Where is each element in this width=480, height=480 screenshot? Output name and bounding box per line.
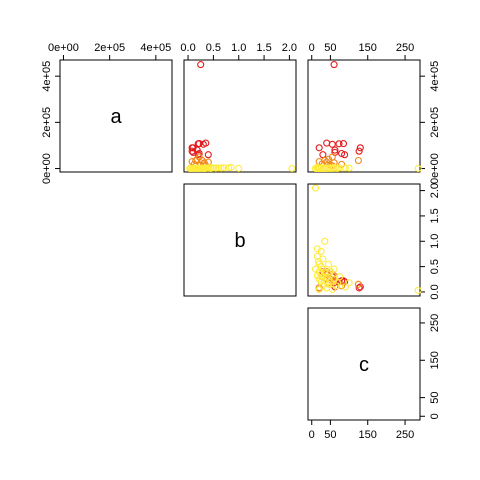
data-point-a-vs-b (192, 156, 200, 165)
data-point-a-vs-c (335, 140, 343, 148)
data-point-a-vs-c (345, 164, 353, 172)
tick-label-top-b: 1.0 (231, 42, 246, 54)
data-point-a-vs-b (217, 164, 225, 172)
tick-label-left-a: 2e+05 (41, 107, 53, 138)
tick-label-right-c: 150 (429, 351, 441, 369)
data-point-a-vs-b (225, 164, 233, 172)
tick-label-right-b: 2.0 (429, 183, 441, 198)
data-point-a-vs-c (341, 151, 349, 159)
tick-label-right-c: 50 (429, 391, 441, 403)
data-point-b-vs-c (321, 237, 329, 245)
data-point-a-vs-c (356, 144, 364, 152)
data-point-b-vs-c (354, 280, 362, 288)
tick-label-top-b: 1.5 (256, 42, 271, 54)
data-point-a-vs-c (315, 144, 323, 152)
data-point-a-vs-c (317, 164, 325, 172)
tick-label-bottom-c: 50 (324, 429, 336, 441)
data-point-b-vs-c (336, 273, 344, 281)
tick-label-right-b: 0.0 (429, 284, 441, 299)
data-point-a-vs-c (338, 160, 346, 168)
data-point-a-vs-b (186, 164, 194, 173)
data-point-a-vs-b (204, 151, 212, 159)
data-point-b-vs-c (332, 282, 340, 290)
tick-label-top-c: 150 (359, 42, 377, 54)
data-point-b-vs-c (328, 285, 336, 293)
tick-label-bottom-c: 250 (396, 429, 414, 441)
variable-label-b: b (234, 230, 245, 252)
data-point-a-vs-b (288, 164, 296, 173)
panel-a-vs-c (307, 59, 421, 173)
data-point-b-vs-c (317, 247, 325, 255)
data-point-a-vs-b (188, 158, 196, 166)
data-point-a-vs-c (323, 139, 331, 147)
tick-label-left-a: 0e+00 (41, 153, 53, 184)
tick-label-top-b: 2.0 (282, 42, 297, 54)
data-point-b-vs-c (319, 282, 327, 290)
data-point-a-vs-b (219, 164, 228, 172)
data-point-b-vs-c (313, 252, 321, 261)
data-point-b-vs-c (414, 286, 422, 294)
data-point-a-vs-b (212, 164, 220, 172)
data-point-b-vs-c (330, 265, 338, 273)
tick-label-right-b: 0.5 (429, 259, 441, 274)
tick-label-top-c: 250 (396, 42, 414, 54)
tick-label-bottom-c: 0 (309, 429, 315, 441)
tick-label-top-b: 0.0 (180, 42, 195, 54)
tick-label-top-c: 50 (324, 42, 336, 54)
axes-layer: 0e+00 2e+05 4e+05 0.0 0.5 1.0 1.5 2.0 0 50 150 250 0… (41, 42, 441, 441)
data-point-b-vs-c (324, 270, 333, 278)
data-point-a-vs-b (199, 140, 207, 148)
tick-label-right-b: 1.5 (429, 208, 441, 223)
data-point-a-vs-c (330, 61, 338, 69)
data-point-a-vs-b (189, 144, 197, 152)
data-point-b-vs-c (338, 277, 346, 285)
panel-b-diagonal (183, 183, 297, 297)
tick-label-left-a: 4e+05 (41, 61, 53, 92)
data-point-b-vs-c (317, 278, 325, 286)
tick-label-top-b: 0.5 (206, 42, 221, 54)
data-point-a-vs-b (193, 164, 201, 172)
data-point-b-vs-c (355, 284, 363, 292)
data-point-b-vs-c (315, 285, 323, 293)
data-point-a-vs-c (336, 164, 344, 172)
tick-label-right-c: 250 (429, 314, 441, 332)
data-point-a-vs-c (354, 156, 362, 165)
tick-label-top-a: 2e+05 (94, 42, 125, 54)
data-point-b-vs-c (341, 283, 349, 291)
data-point-a-vs-c (328, 140, 336, 148)
data-point-b-vs-c (319, 255, 327, 263)
tick-label-top-c: 0 (309, 42, 315, 54)
tick-label-bottom-c: 150 (359, 429, 377, 441)
tick-label-right-b: 1.0 (429, 234, 441, 249)
data-point-a-vs-c (319, 151, 327, 159)
data-point-b-vs-c (311, 184, 320, 192)
data-point-a-vs-b (197, 61, 205, 69)
variable-label-c: c (359, 354, 369, 376)
tick-label-right-a: 4e+05 (429, 61, 441, 92)
tick-label-right-a: 0e+00 (429, 153, 441, 184)
data-point-a-vs-c (331, 146, 339, 154)
variable-label-a: a (110, 106, 122, 128)
data-point-a-vs-b (235, 164, 243, 172)
data-point-b-vs-c (345, 279, 353, 287)
data-point-b-vs-c (324, 260, 333, 268)
tick-label-right-c: 0 (429, 413, 441, 419)
data-point-a-vs-c (414, 164, 422, 173)
data-point-a-vs-b (214, 164, 223, 172)
data-point-a-vs-b (207, 164, 215, 172)
points-layer (186, 61, 422, 294)
data-point-a-vs-c (339, 140, 348, 148)
data-point-a-vs-c (355, 147, 363, 155)
tick-label-right-a: 2e+05 (429, 107, 441, 138)
data-point-a-vs-b (188, 147, 196, 155)
tick-label-top-a: 0e+00 (48, 42, 79, 54)
tick-label-top-a: 4e+05 (140, 42, 171, 54)
data-point-a-vs-c (321, 164, 329, 172)
data-point-a-vs-b (227, 163, 235, 171)
